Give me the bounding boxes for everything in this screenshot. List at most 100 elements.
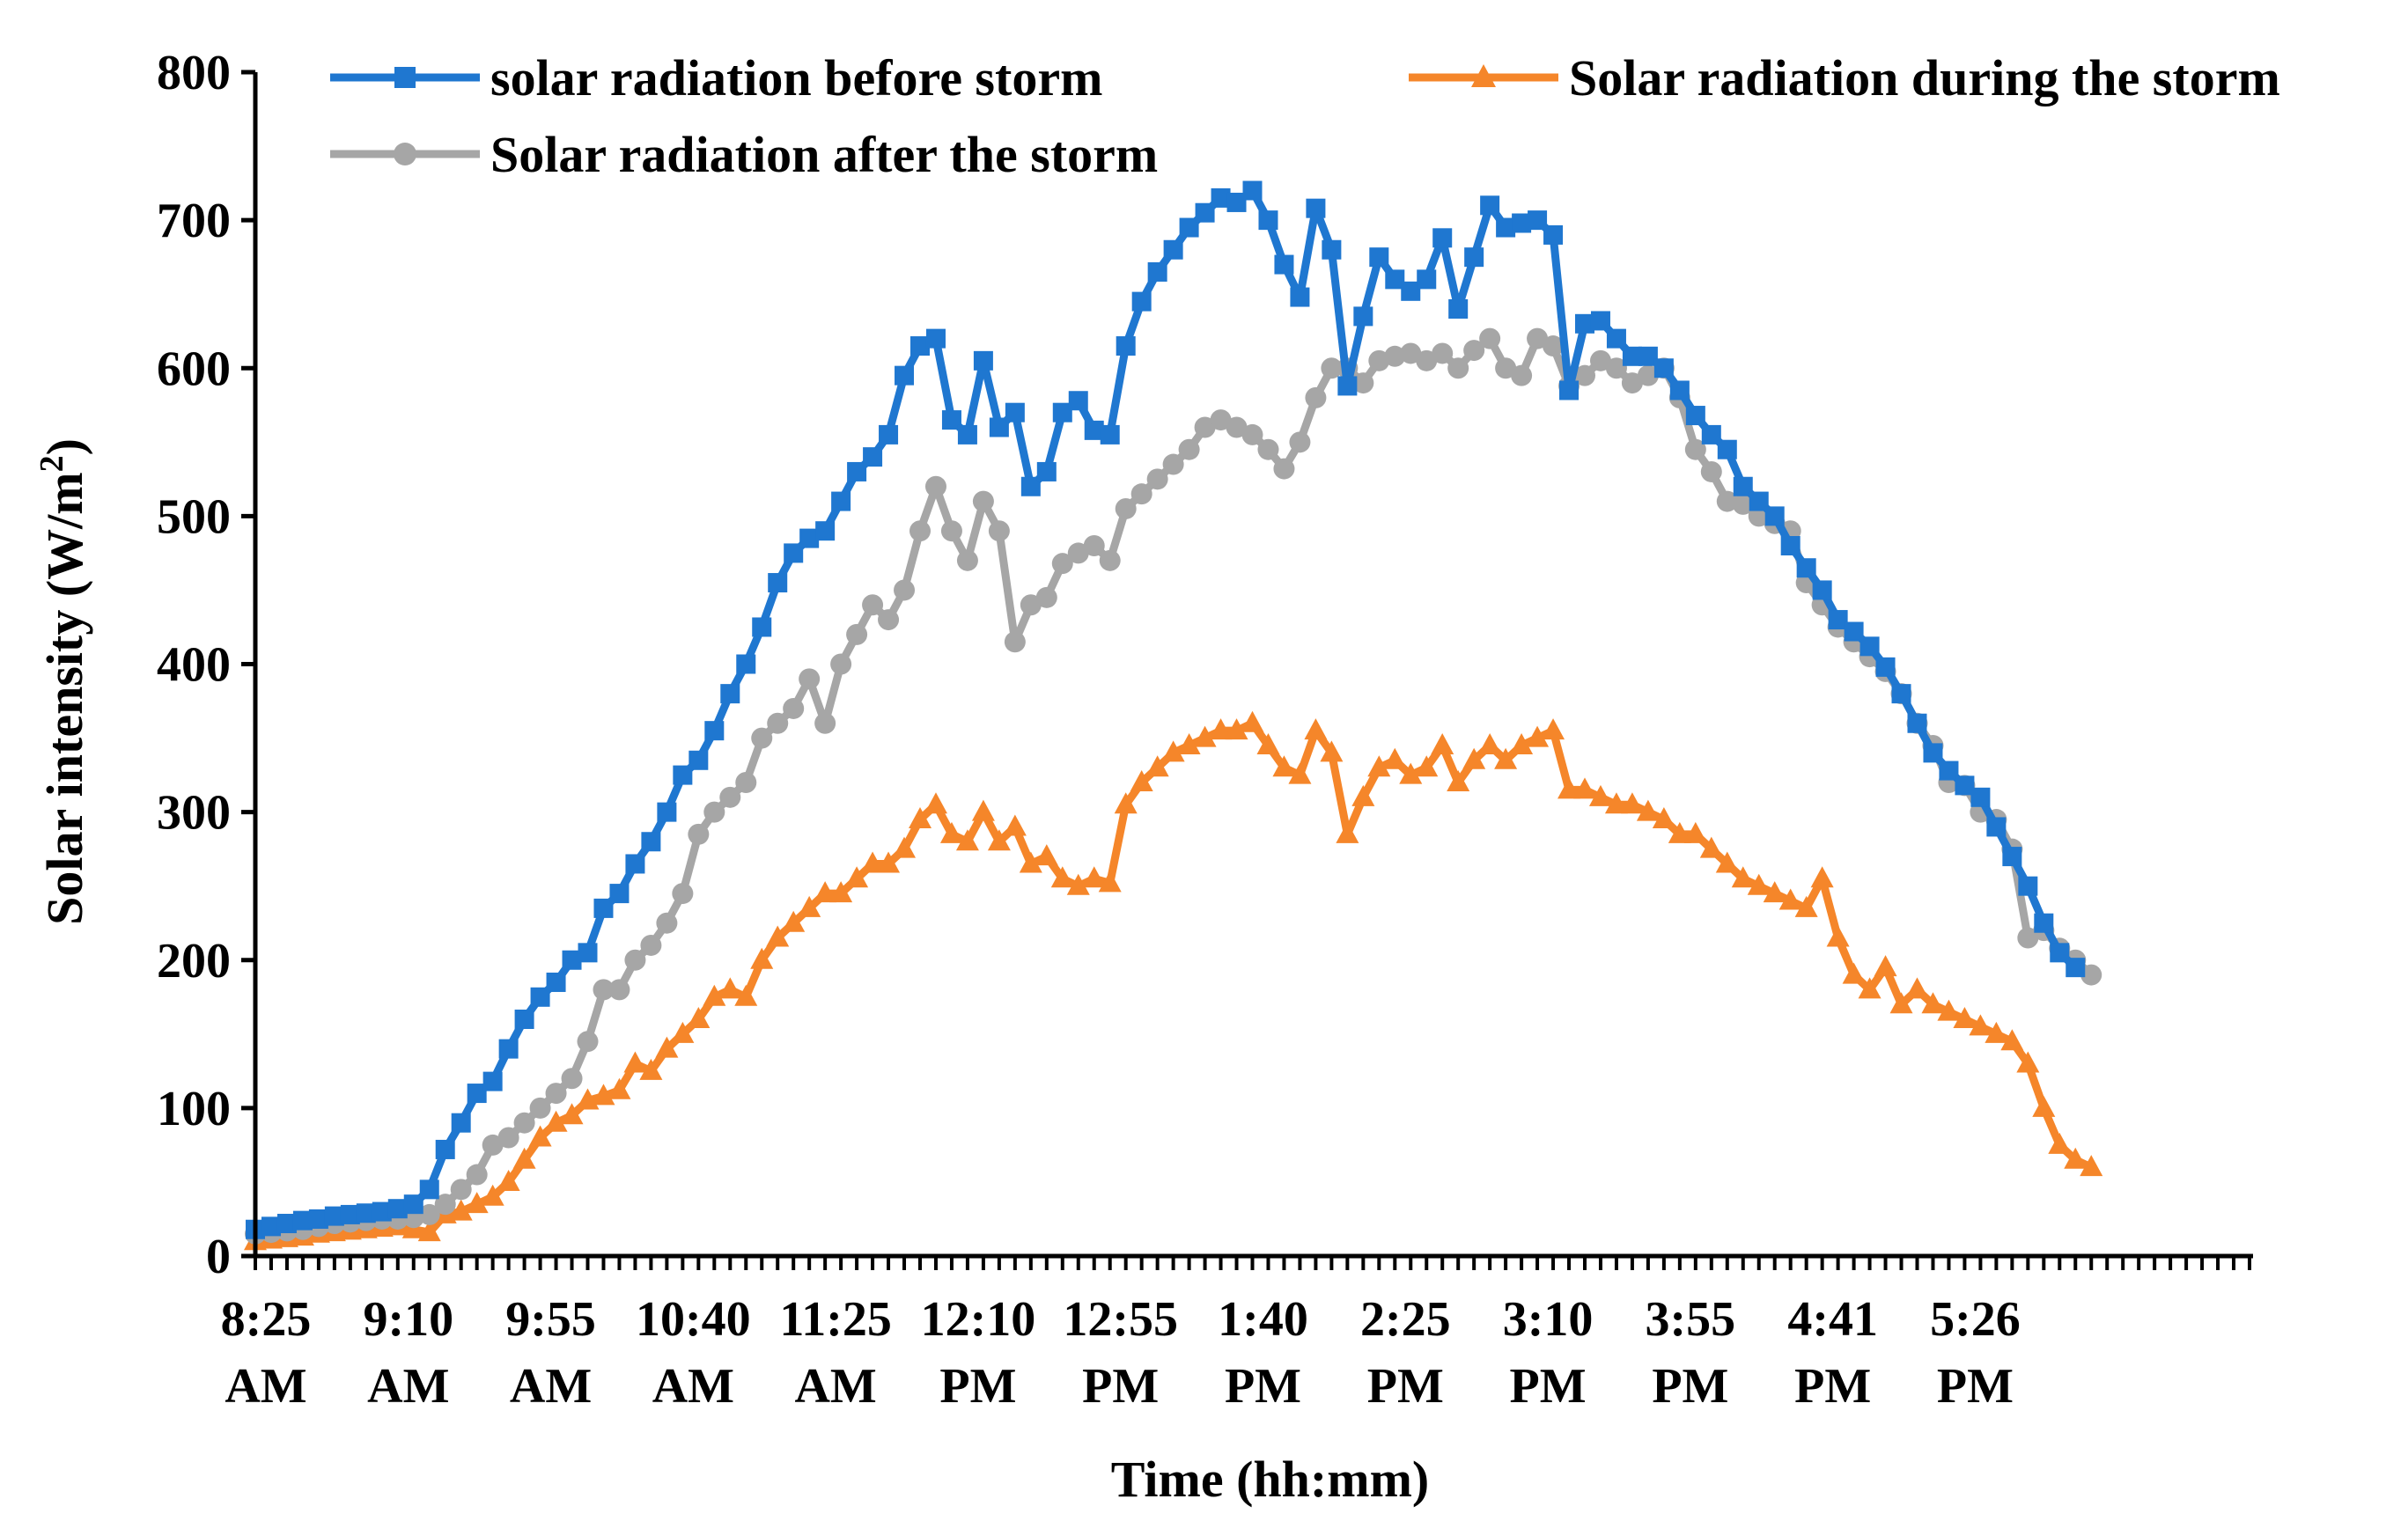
data-point bbox=[481, 1184, 504, 1206]
x-tick-label-time: 9:10 bbox=[363, 1292, 453, 1347]
data-point bbox=[1209, 718, 1233, 740]
x-tick-label-period: AM bbox=[794, 1359, 876, 1414]
data-point bbox=[387, 1199, 408, 1219]
data-point bbox=[1699, 836, 1723, 858]
data-point bbox=[1226, 416, 1248, 438]
data-point bbox=[988, 520, 1010, 542]
data-point bbox=[2017, 927, 2039, 949]
data-point bbox=[956, 549, 978, 571]
data-point bbox=[1970, 787, 1991, 807]
data-point bbox=[829, 881, 853, 903]
data-point bbox=[1747, 873, 1771, 895]
data-point bbox=[1163, 239, 1183, 260]
data-point bbox=[1322, 239, 1342, 260]
data-point bbox=[1083, 535, 1105, 556]
data-point bbox=[799, 528, 820, 548]
y-ticks: 0 100 200 300 400 500 600 700 800 bbox=[157, 46, 255, 1284]
data-point bbox=[752, 617, 772, 637]
data-point bbox=[1130, 483, 1152, 505]
data-point bbox=[1780, 536, 1800, 555]
data-point bbox=[1368, 349, 1390, 371]
x-tick-label-time: 3:55 bbox=[1646, 1292, 1736, 1347]
data-point bbox=[703, 984, 726, 1006]
data-point bbox=[689, 750, 709, 770]
y-tick-label: 700 bbox=[157, 194, 231, 248]
data-point bbox=[1620, 792, 1644, 814]
data-point bbox=[1828, 610, 1848, 630]
data-point bbox=[1003, 814, 1027, 836]
series-triangle bbox=[244, 710, 2103, 1251]
series-circle bbox=[245, 327, 2102, 1245]
data-point bbox=[1573, 777, 1596, 799]
data-point bbox=[1114, 792, 1138, 814]
data-point bbox=[1369, 247, 1389, 268]
data-point bbox=[1511, 364, 1533, 386]
data-point bbox=[1416, 349, 1438, 371]
data-point bbox=[1258, 210, 1278, 231]
y-tick-label: 100 bbox=[157, 1082, 231, 1136]
data-point bbox=[1731, 866, 1755, 888]
x-axis-title: Time (hh:mm) bbox=[1111, 1451, 1429, 1508]
data-point bbox=[1385, 269, 1405, 290]
data-point bbox=[1211, 187, 1231, 208]
data-point bbox=[2000, 1029, 2024, 1051]
data-point bbox=[578, 943, 598, 963]
x-tick-label-period: AM bbox=[225, 1359, 306, 1414]
data-point bbox=[418, 1203, 440, 1225]
x-tick-label-period: PM bbox=[1794, 1359, 1871, 1414]
data-point bbox=[782, 910, 806, 932]
data-point bbox=[451, 1113, 471, 1133]
data-point bbox=[672, 883, 694, 905]
data-point bbox=[308, 1209, 328, 1229]
data-point bbox=[467, 1084, 487, 1104]
data-point bbox=[1574, 364, 1595, 386]
data-point bbox=[497, 1169, 520, 1191]
data-point bbox=[910, 336, 930, 356]
data-point bbox=[1715, 851, 1739, 873]
data-point bbox=[512, 1147, 536, 1169]
data-point bbox=[736, 654, 756, 674]
data-point bbox=[1210, 409, 1232, 431]
data-point bbox=[799, 668, 821, 690]
data-point bbox=[1542, 718, 1565, 740]
legend-label-after-storm: Solar radiation after the storm bbox=[490, 126, 1158, 183]
data-point bbox=[1035, 844, 1058, 866]
data-point bbox=[735, 772, 757, 793]
data-point bbox=[1020, 476, 1041, 496]
data-point bbox=[1115, 497, 1137, 519]
data-point bbox=[862, 594, 884, 616]
data-point bbox=[497, 1127, 519, 1149]
legend-label-before-storm: solar radiation before storm bbox=[490, 49, 1102, 107]
x-tick-label-time: 8:25 bbox=[221, 1292, 312, 1347]
data-point bbox=[1621, 372, 1643, 394]
data-point bbox=[1067, 542, 1089, 564]
data-point bbox=[940, 520, 962, 542]
data-point bbox=[1066, 873, 1090, 895]
data-point bbox=[372, 1201, 392, 1222]
data-point bbox=[1462, 747, 1486, 769]
data-point bbox=[1527, 327, 1549, 349]
data-point bbox=[939, 821, 963, 843]
x-ticks: 8:25 AM 9:10 AM 9:55 AM 10:40 AM 11:25 AM 12:10 PM 1… bbox=[221, 1256, 2251, 1414]
data-point bbox=[1969, 1014, 1992, 1036]
data-point bbox=[734, 984, 758, 1006]
data-point bbox=[1543, 224, 1564, 245]
data-point bbox=[1384, 345, 1406, 367]
data-point bbox=[1401, 281, 1421, 301]
data-point bbox=[340, 1204, 360, 1224]
x-tick-label-time: 1:40 bbox=[1218, 1292, 1308, 1347]
data-point bbox=[1289, 431, 1311, 453]
data-point bbox=[1100, 424, 1120, 445]
data-point bbox=[560, 1103, 584, 1125]
data-point bbox=[831, 491, 851, 511]
data-point bbox=[1256, 732, 1280, 754]
data-point bbox=[846, 623, 868, 645]
data-point bbox=[1288, 762, 1312, 784]
data-point bbox=[656, 912, 678, 934]
data-point bbox=[1351, 784, 1375, 806]
data-point bbox=[703, 801, 725, 823]
data-point bbox=[671, 1021, 695, 1043]
data-point bbox=[1306, 198, 1326, 218]
y-tick-label: 600 bbox=[157, 342, 231, 396]
